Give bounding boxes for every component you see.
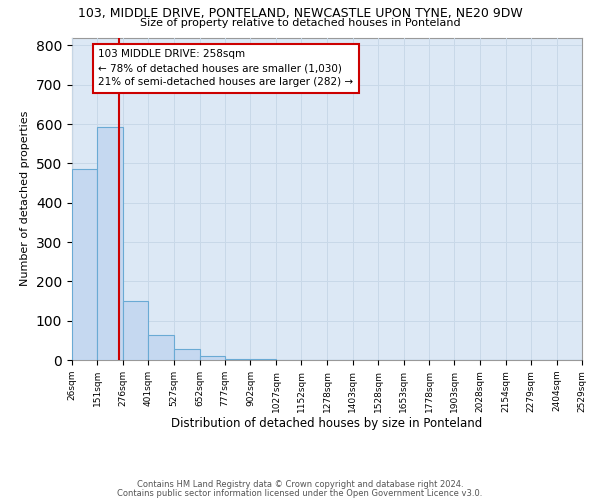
Text: Size of property relative to detached houses in Ponteland: Size of property relative to detached ho…: [140, 18, 460, 28]
Bar: [72, 170, 97, 360]
Bar: [148, 335, 174, 360]
Y-axis label: Number of detached properties: Number of detached properties: [20, 111, 31, 286]
Text: 103, MIDDLE DRIVE, PONTELAND, NEWCASTLE UPON TYNE, NE20 9DW: 103, MIDDLE DRIVE, PONTELAND, NEWCASTLE …: [77, 8, 523, 20]
Bar: [250, 359, 276, 360]
Bar: [97, 127, 123, 360]
X-axis label: Distribution of detached houses by size in Ponteland: Distribution of detached houses by size …: [172, 418, 482, 430]
Bar: [225, 359, 250, 360]
Bar: [123, 301, 148, 360]
Bar: [174, 350, 200, 360]
Text: Contains public sector information licensed under the Open Government Licence v3: Contains public sector information licen…: [118, 489, 482, 498]
Text: Contains HM Land Registry data © Crown copyright and database right 2024.: Contains HM Land Registry data © Crown c…: [137, 480, 463, 489]
Bar: [200, 356, 225, 360]
Text: 103 MIDDLE DRIVE: 258sqm
← 78% of detached houses are smaller (1,030)
21% of sem: 103 MIDDLE DRIVE: 258sqm ← 78% of detach…: [98, 50, 353, 88]
